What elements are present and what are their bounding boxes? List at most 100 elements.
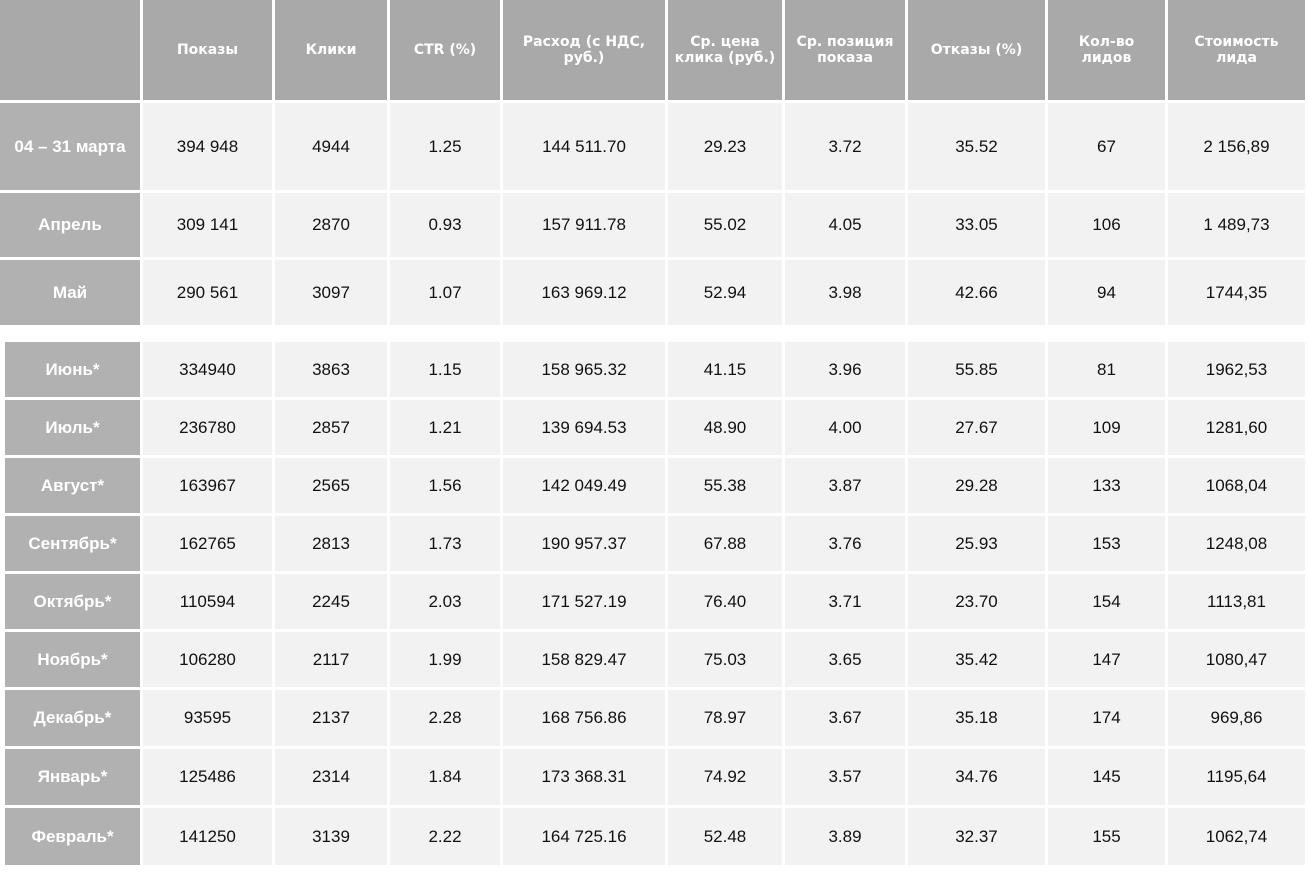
column-header: Показы (143, 0, 272, 100)
data-cell: 52.48 (668, 808, 782, 865)
data-cell: 3.67 (785, 690, 905, 746)
data-cell: 3.76 (785, 516, 905, 571)
data-cell: 3.98 (785, 260, 905, 325)
data-cell: 394 948 (143, 103, 272, 190)
data-cell: 164 725.16 (503, 808, 665, 865)
row-label: Ноябрь* (5, 632, 140, 687)
data-cell: 1962,53 (1168, 342, 1305, 397)
data-cell: 32.37 (908, 808, 1045, 865)
data-cell: 173 368.31 (503, 749, 665, 805)
data-cell: 154 (1048, 574, 1165, 629)
data-cell: 34.76 (908, 749, 1045, 805)
row-label: Июнь* (5, 342, 140, 397)
data-cell: 1.73 (390, 516, 500, 571)
data-cell: 67 (1048, 103, 1165, 190)
data-cell: 158 829.47 (503, 632, 665, 687)
data-cell: 33.05 (908, 193, 1045, 257)
data-cell: 2 156,89 (1168, 103, 1305, 190)
data-cell: 1.15 (390, 342, 500, 397)
data-cell: 3.57 (785, 749, 905, 805)
data-cell: 75.03 (668, 632, 782, 687)
column-header: Отказы (%) (908, 0, 1045, 100)
data-cell: 2.03 (390, 574, 500, 629)
data-cell: 55.02 (668, 193, 782, 257)
data-cell: 2857 (275, 400, 387, 455)
row-label: Апрель (0, 193, 140, 257)
data-cell: 2565 (275, 458, 387, 513)
data-cell: 76.40 (668, 574, 782, 629)
data-cell: 2870 (275, 193, 387, 257)
data-cell: 2117 (275, 632, 387, 687)
data-cell: 67.88 (668, 516, 782, 571)
row-label: Май (0, 260, 140, 325)
data-cell: 1.07 (390, 260, 500, 325)
data-cell: 142 049.49 (503, 458, 665, 513)
data-cell: 1.56 (390, 458, 500, 513)
data-cell: 153 (1048, 516, 1165, 571)
data-cell: 1113,81 (1168, 574, 1305, 629)
data-cell: 3.87 (785, 458, 905, 513)
column-header: Стоимость лида (1168, 0, 1305, 100)
data-cell: 139 694.53 (503, 400, 665, 455)
data-cell: 42.66 (908, 260, 1045, 325)
data-cell: 3.96 (785, 342, 905, 397)
data-cell: 106 (1048, 193, 1165, 257)
data-cell: 144 511.70 (503, 103, 665, 190)
data-cell: 41.15 (668, 342, 782, 397)
data-cell: 125486 (143, 749, 272, 805)
corner-cell (0, 0, 140, 100)
data-cell: 3.72 (785, 103, 905, 190)
data-cell: 29.23 (668, 103, 782, 190)
data-cell: 145 (1048, 749, 1165, 805)
column-header: Ср. цена клика (руб.) (668, 0, 782, 100)
data-cell: 2.28 (390, 690, 500, 746)
row-label: Август* (5, 458, 140, 513)
data-cell: 290 561 (143, 260, 272, 325)
data-cell: 52.94 (668, 260, 782, 325)
data-cell: 1.84 (390, 749, 500, 805)
data-cell: 1281,60 (1168, 400, 1305, 455)
data-cell: 55.85 (908, 342, 1045, 397)
data-cell: 94 (1048, 260, 1165, 325)
data-cell: 1195,64 (1168, 749, 1305, 805)
data-cell: 23.70 (908, 574, 1045, 629)
column-header: Клики (275, 0, 387, 100)
data-cell: 2314 (275, 749, 387, 805)
data-cell: 1744,35 (1168, 260, 1305, 325)
data-cell: 155 (1048, 808, 1165, 865)
row-label: Январь* (5, 749, 140, 805)
data-cell: 3.89 (785, 808, 905, 865)
data-cell: 29.28 (908, 458, 1045, 513)
data-cell: 2.22 (390, 808, 500, 865)
data-cell: 78.97 (668, 690, 782, 746)
data-cell: 162765 (143, 516, 272, 571)
data-cell: 48.90 (668, 400, 782, 455)
data-cell: 4.00 (785, 400, 905, 455)
data-cell: 81 (1048, 342, 1165, 397)
row-label: Июль* (5, 400, 140, 455)
data-cell: 109 (1048, 400, 1165, 455)
data-cell: 3863 (275, 342, 387, 397)
data-cell: 334940 (143, 342, 272, 397)
row-label: Октябрь* (5, 574, 140, 629)
column-header: Расход (с НДС, руб.) (503, 0, 665, 100)
data-cell: 158 965.32 (503, 342, 665, 397)
data-cell: 110594 (143, 574, 272, 629)
data-cell: 163967 (143, 458, 272, 513)
row-label: 04 – 31 марта (0, 103, 140, 190)
data-cell: 55.38 (668, 458, 782, 513)
data-cell: 3097 (275, 260, 387, 325)
data-cell: 969,86 (1168, 690, 1305, 746)
data-cell: 141250 (143, 808, 272, 865)
data-cell: 35.42 (908, 632, 1045, 687)
data-cell: 2137 (275, 690, 387, 746)
data-cell: 147 (1048, 632, 1165, 687)
row-label: Февраль* (5, 808, 140, 865)
data-cell: 27.67 (908, 400, 1045, 455)
data-cell: 2813 (275, 516, 387, 571)
data-cell: 174 (1048, 690, 1165, 746)
data-cell: 2245 (275, 574, 387, 629)
data-cell: 157 911.78 (503, 193, 665, 257)
data-cell: 1062,74 (1168, 808, 1305, 865)
